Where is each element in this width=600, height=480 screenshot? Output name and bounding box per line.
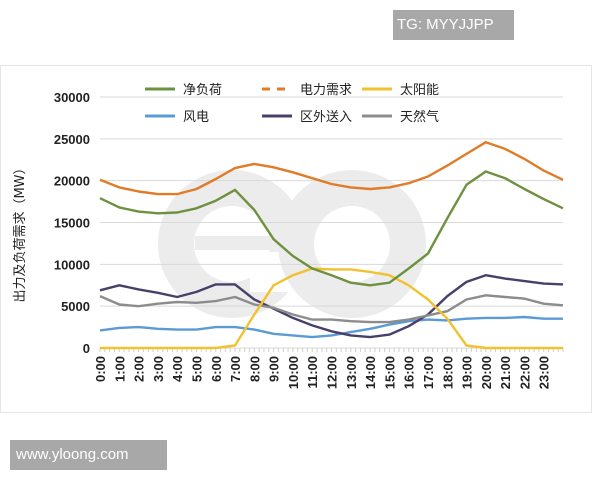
x-tick-label: 7:00 [228, 356, 243, 382]
x-tick-label: 18:00 [440, 356, 455, 389]
x-tick-label: 22:00 [517, 356, 532, 389]
x-tick-label: 5:00 [189, 356, 204, 382]
x-tick-label: 10:00 [286, 356, 301, 389]
x-tick-label: 13:00 [344, 356, 359, 389]
legend-label: 电力需求 [300, 83, 352, 98]
watermark-bottom-left: www.yloong.com [10, 440, 167, 470]
x-tick-label: 3:00 [151, 356, 166, 382]
x-tick-label: 4:00 [170, 356, 185, 382]
series-line [99, 170, 564, 287]
x-tick-label: 19:00 [460, 356, 475, 389]
series-line [99, 274, 564, 339]
x-tick-label: 11:00 [305, 356, 320, 389]
x-tick-label: 14:00 [363, 356, 378, 389]
y-tick-label: 5000 [61, 299, 90, 314]
series-line [100, 267, 563, 350]
x-tick-label: 12:00 [325, 356, 340, 389]
y-tick-label: 25000 [54, 132, 90, 147]
data-series [99, 140, 564, 350]
x-tick-label: 23:00 [537, 356, 552, 389]
x-tick-label: 15:00 [382, 356, 397, 389]
y-tick-label: 15000 [54, 216, 90, 231]
x-tick-label: 21:00 [498, 356, 513, 389]
legend-label: 净负荷 [183, 83, 222, 98]
watermark-top-right: TG: MYYJJPP [393, 10, 514, 40]
x-tick-label: 16:00 [402, 356, 417, 389]
y-axis-tick-labels: 0 5000 10000 15000 20000 25000 30000 [54, 90, 90, 356]
x-tick-label: 17:00 [421, 356, 436, 389]
eo-logo-watermark [158, 170, 426, 318]
legend-label: 天然气 [400, 109, 439, 125]
y-axis-title: 出力及负荷需求（MW） [13, 161, 28, 302]
x-tick-label: 8:00 [247, 356, 262, 382]
legend-label: 风电 [183, 110, 209, 125]
x-tick-label: 0:00 [93, 356, 108, 382]
x-tick-label: 20:00 [479, 356, 494, 389]
x-tick-label: 6:00 [209, 356, 224, 382]
series-line [99, 140, 564, 196]
x-tick-label: 2:00 [132, 356, 147, 382]
legend-label: 区外送入 [300, 110, 352, 125]
x-tick-label: 1:00 [112, 356, 127, 382]
series-line [99, 294, 564, 324]
x-axis: 0:00 1:00 2:00 3:00 4:00 5:00 6:00 7:00 8:00 9:00… [93, 347, 564, 389]
y-tick-label: 0 [83, 341, 90, 356]
gridlines [100, 96, 563, 307]
y-tick-label: 10000 [54, 257, 90, 272]
legend-label: 太阳能 [400, 83, 439, 98]
series-line [99, 315, 563, 339]
y-tick-label: 30000 [54, 90, 90, 105]
x-tick-label: 9:00 [267, 356, 282, 382]
y-tick-label: 20000 [54, 174, 90, 189]
